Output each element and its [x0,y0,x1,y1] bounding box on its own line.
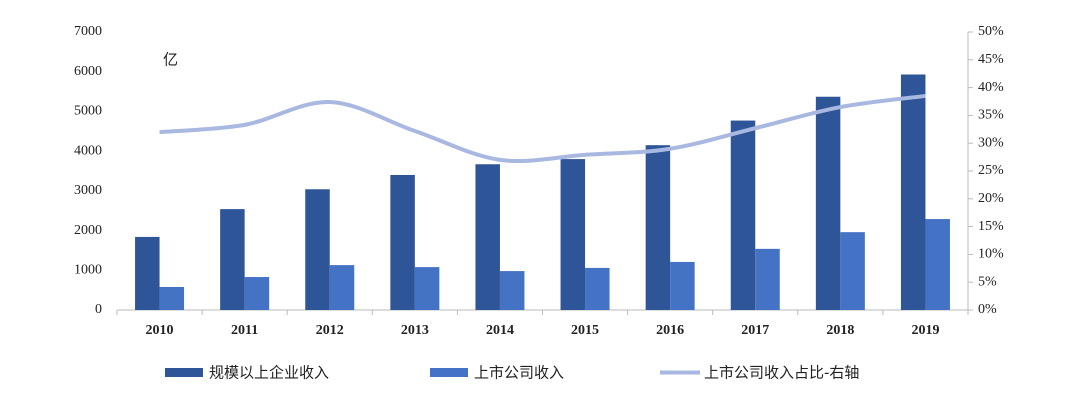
y2-tick-label: 50% [978,24,1004,39]
y2-tick-label: 35% [978,108,1004,123]
x-tick-label: 2011 [231,323,258,338]
y-tick-label: 6000 [74,64,102,79]
y-tick-label: 1000 [74,263,102,278]
legend-swatch [165,368,203,377]
bar [560,159,586,310]
legend-label: 上市公司收入 [474,364,564,382]
y2-tick-label: 30% [978,135,1004,150]
legend-label: 上市公司收入占比-右轴 [704,364,859,382]
y-tick-label: 3000 [74,183,102,198]
bar [670,261,695,310]
y2-tick-label: 20% [978,191,1004,206]
bar [840,232,865,310]
x-tick-label: 2015 [571,323,599,338]
y2-tick-label: 45% [978,52,1004,67]
x-tick-label: 2014 [486,323,514,338]
bar [220,209,245,310]
legend: 规模以上企业收入 上市公司收入 上市公司收入占比-右轴 [165,364,859,382]
bar [900,74,926,310]
y2-tick-label: 0% [978,302,997,317]
bar [135,236,160,310]
bar [645,145,671,310]
y2-tick-label: 15% [978,219,1004,234]
x-tick-label: 2018 [826,323,854,338]
y-tick-label: 4000 [74,143,102,158]
bar [414,267,440,310]
y2-tick-label: 40% [978,80,1004,95]
legend-label: 规模以上企业收入 [209,364,329,382]
x-tick-label: 2010 [146,323,174,338]
x-tick-label: 2016 [656,323,684,338]
y2-tick-label: 10% [978,247,1004,262]
bar [244,277,270,310]
bar [499,271,525,310]
y-tick-label: 5000 [74,104,102,119]
x-tick-label: 2012 [316,323,344,338]
y-tick-label: 2000 [74,223,102,238]
bar [329,265,355,310]
bar [390,174,415,310]
x-tick-label: 2013 [401,323,429,338]
y-tick-label: 0 [95,302,102,317]
bar [475,164,500,310]
y-tick-label: 7000 [74,24,102,39]
y2-tick-label: 25% [978,163,1004,178]
bar [730,120,756,310]
bar [159,286,185,310]
bar [815,96,841,310]
bar [305,189,330,310]
bar [755,248,780,310]
unit-annotation: 亿 [163,51,178,69]
bar [925,219,950,310]
legend-swatch [430,368,468,377]
x-tick-label: 2019 [911,323,939,338]
x-tick-label: 2017 [741,323,769,338]
line [159,93,926,164]
y2-tick-label: 5% [978,274,997,289]
bar [585,267,610,310]
